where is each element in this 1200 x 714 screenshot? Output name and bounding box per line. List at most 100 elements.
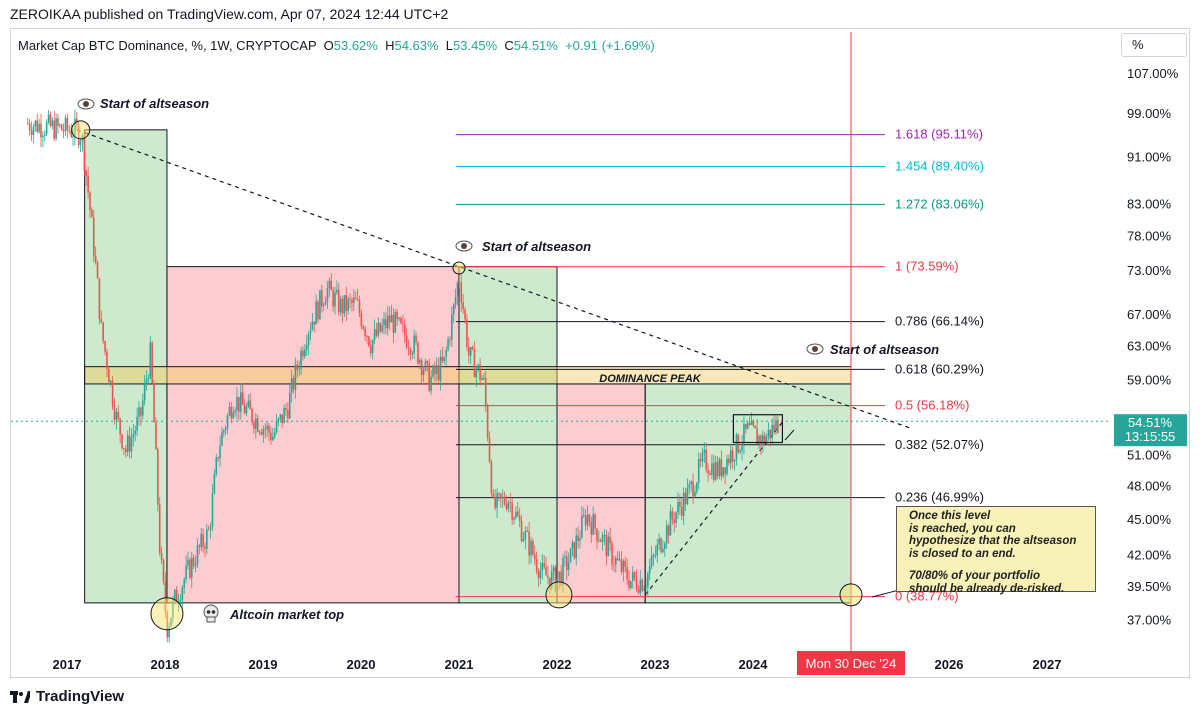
candle-body (307, 333, 310, 345)
candle-body (375, 329, 378, 336)
box-green-2023-2025 (644, 383, 852, 604)
y-tick-label: 73.00% (1127, 263, 1172, 278)
candle-body (38, 123, 40, 132)
candle-body (174, 590, 176, 601)
candle-body (635, 578, 638, 589)
candle-body (530, 540, 532, 556)
open-label: O (323, 38, 334, 53)
candle-body (247, 400, 250, 407)
candle-body (198, 545, 201, 548)
candle-body (496, 493, 498, 508)
candle-body (358, 300, 361, 314)
candle-body (601, 535, 604, 543)
candle-body (511, 502, 513, 520)
fib-level-label: 0.236 (46.99%) (895, 490, 984, 505)
candle-body (321, 290, 323, 306)
candle-body (213, 474, 216, 494)
candle-body (168, 626, 170, 638)
candle-body (686, 487, 689, 505)
footer-brand: TradingView (10, 688, 124, 705)
symbol-title: Market Cap BTC Dominance, %, 1W, CRYPTOC… (18, 38, 317, 53)
candle-body (204, 546, 206, 549)
candle-body (422, 370, 425, 375)
candle-body (108, 368, 110, 383)
candle-body (550, 571, 553, 589)
candle-body (157, 449, 159, 505)
candle-body (377, 322, 380, 336)
candle-body (330, 280, 333, 291)
candle-body (305, 344, 308, 350)
candle-body (349, 298, 351, 300)
candle-body (403, 323, 406, 336)
low-value: 53.45% (453, 38, 498, 53)
candle-body (731, 450, 734, 462)
candle-body (43, 134, 46, 136)
candle-body (285, 407, 287, 411)
y-tick-label: 39.50% (1127, 579, 1172, 594)
candle-body (481, 378, 483, 380)
candle-body (435, 365, 438, 374)
candle-body (234, 410, 236, 413)
candle-body (290, 378, 293, 393)
candle-body (513, 517, 515, 520)
candle-body (207, 529, 210, 531)
percent-scale-button[interactable]: % (1121, 33, 1187, 57)
candle-body (385, 319, 387, 328)
candle-body (262, 428, 265, 435)
candle-body (599, 540, 602, 543)
candle-body (158, 504, 161, 553)
candle-body (162, 560, 165, 582)
candle-body (270, 432, 272, 441)
candle-body (332, 290, 334, 307)
candle-body (733, 459, 736, 462)
candle-body (251, 409, 253, 423)
candle-body (641, 579, 643, 591)
candle-body (492, 493, 495, 497)
candle-body (300, 350, 302, 369)
candle-body (386, 315, 389, 328)
candle-body (488, 437, 491, 462)
candle-body (96, 262, 99, 279)
candle-body (371, 340, 374, 354)
candle-body (771, 424, 774, 438)
candle-body (313, 321, 316, 325)
candle-body (443, 356, 446, 361)
candle-body (762, 435, 764, 446)
candle-body (456, 282, 459, 297)
candle-body (624, 560, 627, 567)
candle-body (758, 435, 760, 444)
candle-body (91, 209, 93, 218)
candle-body (609, 536, 611, 544)
y-tick-label: 48.00% (1127, 479, 1172, 494)
x-tick-label: 2017 (53, 657, 82, 672)
candle-body (660, 538, 662, 553)
candle-body (326, 288, 329, 302)
candle-body (245, 406, 248, 414)
candle-body (598, 540, 600, 542)
candle-body (379, 322, 382, 332)
candle-body (92, 217, 95, 256)
candle-body (106, 351, 108, 369)
candle-body (87, 175, 89, 193)
annotation-start-of-altseason: Start of altseason (100, 96, 209, 111)
candle-body (343, 295, 346, 314)
candle-body (763, 435, 766, 444)
candle-body (89, 192, 91, 210)
candle-body (520, 521, 523, 542)
candle-body (671, 511, 674, 520)
candle-body (424, 361, 427, 371)
candle-body (130, 437, 133, 452)
candle-body (53, 120, 55, 139)
candle-body (633, 572, 636, 579)
candle-body (104, 340, 106, 352)
candle-body (622, 560, 625, 572)
y-tick-label: 45.00% (1127, 512, 1172, 527)
candle-body (328, 280, 331, 289)
x-tick-label: 2019 (249, 657, 278, 672)
candle-body (486, 406, 489, 438)
candle-body (615, 558, 617, 565)
note-para-2: 70/80% of your portfolio should be alrea… (909, 570, 1065, 595)
candle-body (743, 423, 745, 445)
candle-body (339, 298, 342, 313)
